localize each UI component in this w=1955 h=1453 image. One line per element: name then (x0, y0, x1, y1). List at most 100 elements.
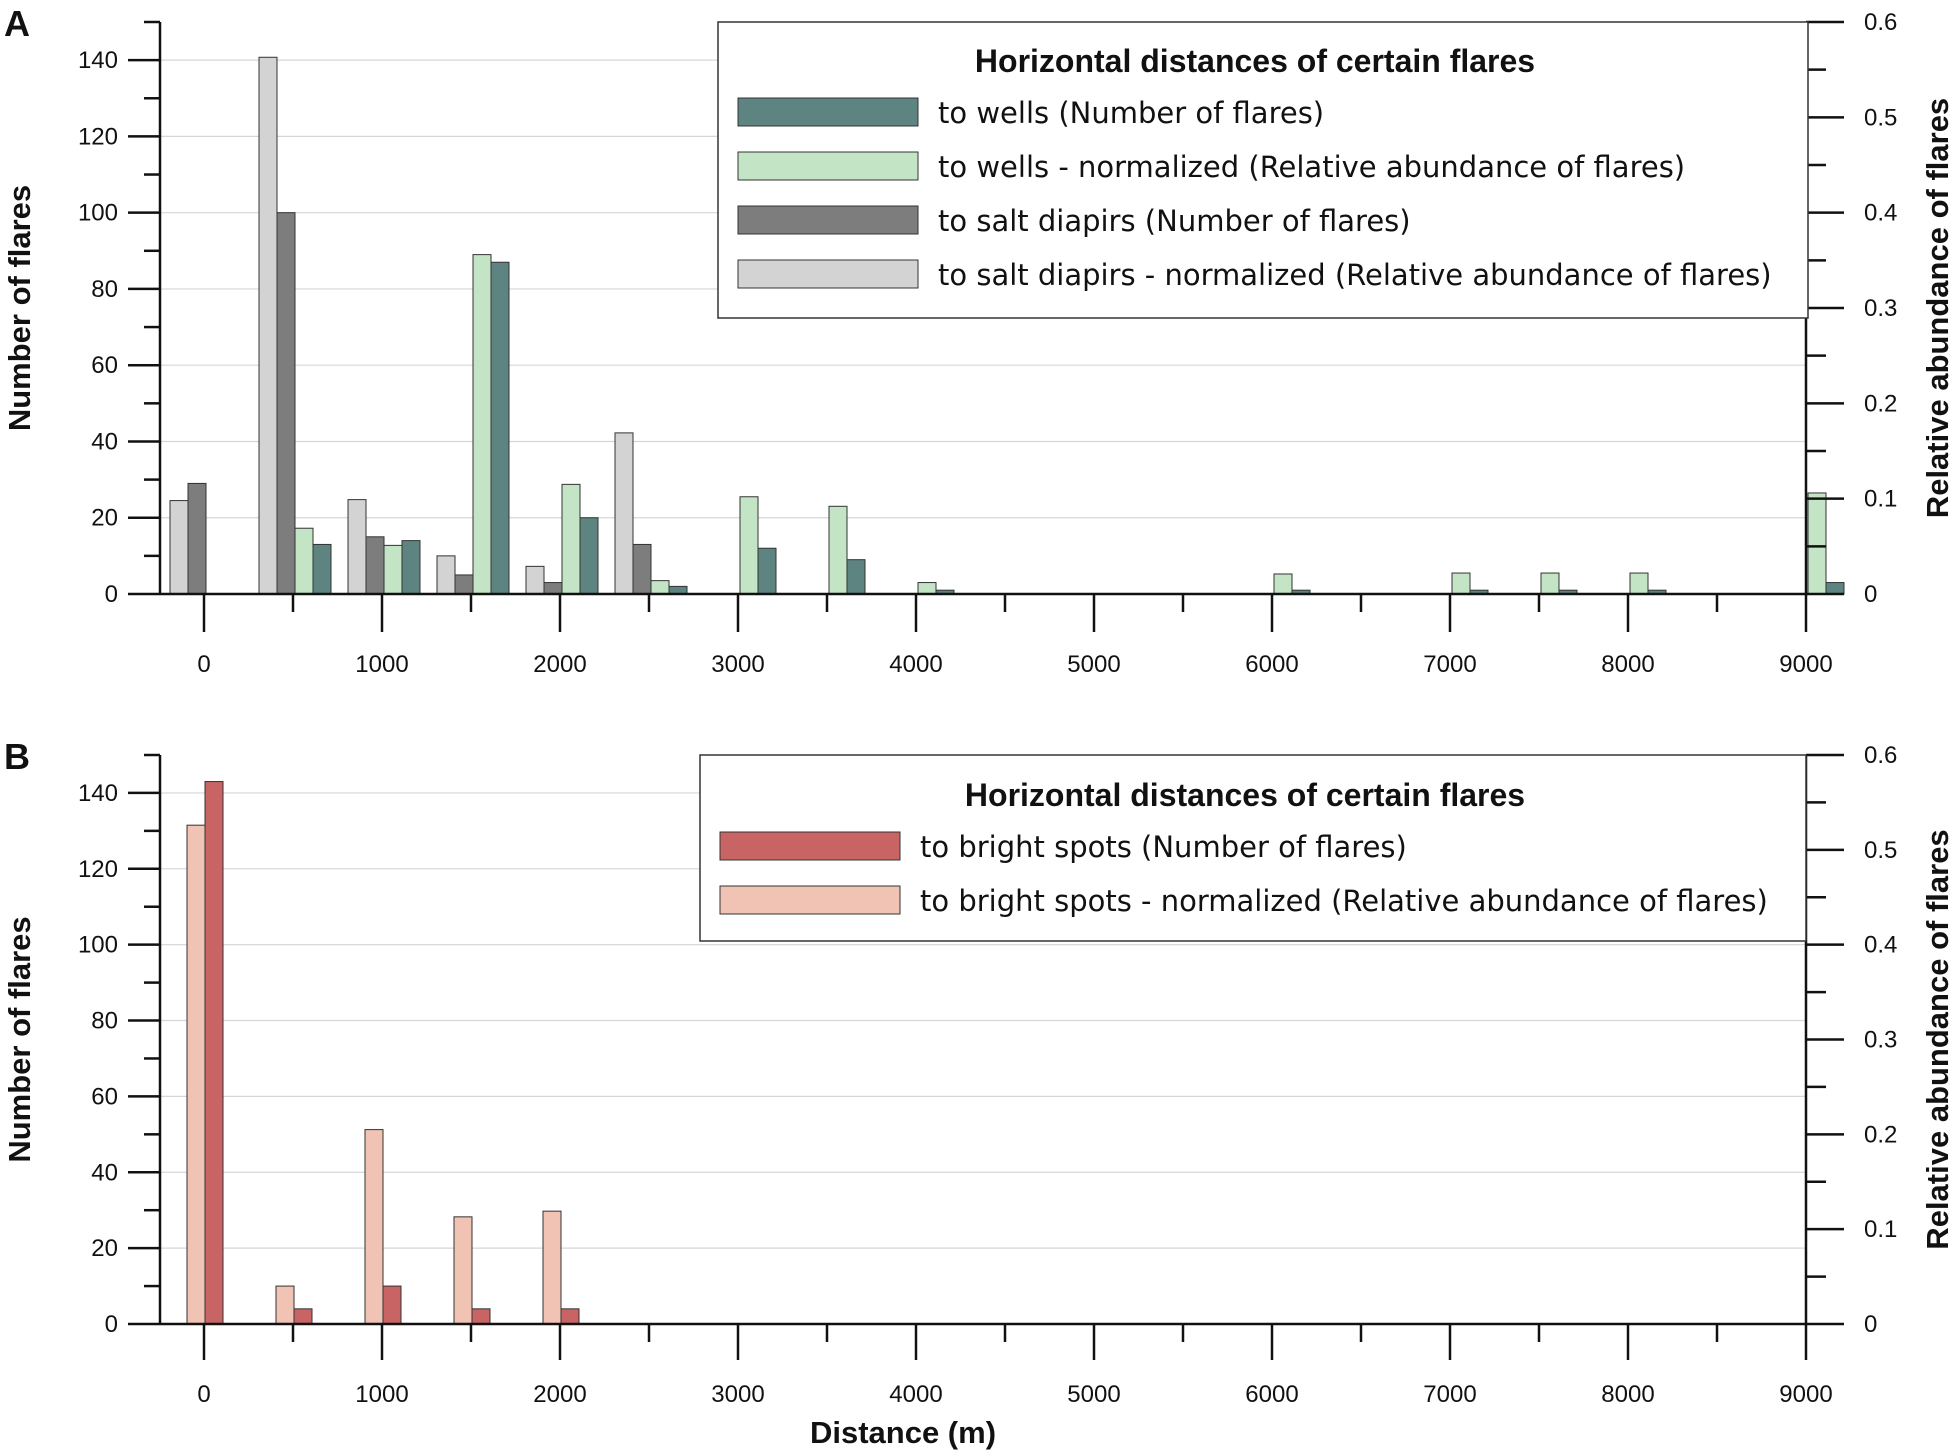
x-tick-label: 5000 (1067, 651, 1120, 678)
bar-salt (632, 543, 652, 595)
y-tick-label-left: 40 (91, 1159, 118, 1186)
y-tick-label-left: 80 (91, 1008, 118, 1035)
legend-title: Horizontal distances of certain flares (965, 777, 1525, 813)
legend-swatch-wells (737, 97, 919, 127)
x-tick-label: 9000 (1779, 651, 1832, 678)
bar-wells (401, 540, 421, 595)
y-tick-label-right: 0.1 (1864, 486, 1897, 513)
y-tick-label-right: 0 (1864, 1311, 1877, 1338)
x-tick-label: 0 (197, 651, 210, 678)
bar-wells_norm (472, 254, 492, 595)
x-tick-label: 3000 (711, 1381, 764, 1408)
bar-wells_norm (1540, 572, 1560, 595)
legend-swatch-bright (719, 831, 901, 861)
bar-wells_norm (1629, 572, 1649, 595)
bar-salt (187, 482, 207, 595)
legend-label-salt_norm: to salt diapirs - normalized (Relative a… (938, 258, 1772, 292)
chart-panel-b: 0 20 40 60 80 100 120 140 0 0.1 0.2 0.3 0.4 0.5 0.6 0 10… (2, 736, 1955, 1450)
bar-salt (276, 212, 296, 595)
bar-salt_norm (436, 555, 456, 595)
x-axis-title: Distance (m) (810, 1415, 996, 1450)
bar-bright_norm (542, 1210, 562, 1325)
y-tick-label-left: 20 (91, 1235, 118, 1262)
bar-wells_norm (1451, 572, 1471, 595)
y-tick-label-left: 0 (105, 1311, 118, 1338)
y-tick-label-right: 0.2 (1864, 1121, 1897, 1148)
bar-salt (454, 574, 474, 595)
x-tick-label: 8000 (1601, 1381, 1654, 1408)
bar-salt_norm (169, 500, 189, 595)
y-tick-label-left: 120 (78, 123, 118, 150)
y-tick-label-left: 60 (91, 352, 118, 379)
bar-salt (543, 582, 563, 595)
y-tick-label-left: 0 (105, 581, 118, 608)
x-tick-label: 6000 (1245, 1381, 1298, 1408)
bar-wells (1825, 582, 1845, 595)
panel-label: B (4, 736, 30, 777)
legend-label-salt: to salt diapirs (Number of flares) (938, 204, 1411, 238)
legend-label-wells_norm: to wells - normalized (Relative abundanc… (938, 150, 1685, 184)
x-tick-label: 5000 (1067, 1381, 1120, 1408)
bar-bright_norm (364, 1129, 384, 1325)
y-tick-label-right: 0.4 (1864, 932, 1897, 959)
y-tick-label-right: 0.3 (1864, 1027, 1897, 1054)
legend-swatch-salt_norm (737, 259, 919, 289)
bar-salt_norm (614, 432, 634, 595)
bar-bright (471, 1308, 491, 1325)
y-tick-label-right: 0.3 (1864, 295, 1897, 322)
x-tick-label: 7000 (1423, 1381, 1476, 1408)
y-axis-title-right: Relative abundance of flares (1920, 98, 1955, 518)
bar-bright (560, 1308, 580, 1325)
legend-swatch-salt (737, 205, 919, 235)
y-tick-label-left: 40 (91, 428, 118, 455)
x-tick-label: 7000 (1423, 651, 1476, 678)
x-tick-label: 2000 (533, 651, 586, 678)
bar-salt_norm (258, 56, 278, 595)
y-tick-label-left: 20 (91, 505, 118, 532)
bar-bright_norm (275, 1285, 295, 1325)
y-axis-title-left: Number of flares (2, 916, 37, 1162)
y-axis-title-right: Relative abundance of flares (1920, 829, 1955, 1249)
legend: Horizontal distances of certain flares to… (699, 754, 1807, 942)
legend: Horizontal distances of certain flares to… (717, 21, 1809, 319)
legend-label-bright_norm: to bright spots - normalized (Relative a… (920, 884, 1768, 918)
bar-wells_norm (294, 527, 314, 595)
bar-wells_norm (917, 582, 937, 595)
y-tick-label-left: 140 (78, 47, 118, 74)
y-tick-label-left: 140 (78, 780, 118, 807)
bar-wells_norm (1273, 573, 1293, 595)
x-tick-label: 9000 (1779, 1381, 1832, 1408)
y-tick-label-right: 0.6 (1864, 742, 1897, 769)
bar-bright_norm (186, 824, 206, 1325)
x-tick-label: 0 (197, 1381, 210, 1408)
bar-wells_norm (1807, 492, 1827, 595)
y-tick-label-left: 80 (91, 276, 118, 303)
bar-wells_norm (561, 483, 581, 595)
y-tick-label-right: 0.2 (1864, 390, 1897, 417)
x-tick-label: 2000 (533, 1381, 586, 1408)
x-tick-label: 1000 (355, 1381, 408, 1408)
bar-salt_norm (525, 565, 545, 595)
bar-salt_norm (347, 499, 367, 595)
y-axis-title-left: Number of flares (2, 185, 37, 431)
legend-title: Horizontal distances of certain flares (975, 43, 1535, 79)
bar-wells_norm (828, 505, 848, 595)
bar-salt (365, 536, 385, 595)
y-tick-label-right: 0.6 (1864, 9, 1897, 36)
y-tick-label-right: 0 (1864, 581, 1877, 608)
x-tick-label: 8000 (1601, 651, 1654, 678)
bar-wells_norm (739, 496, 759, 595)
chart-panel-a: 0 20 40 60 80 100 120 140 0 0.1 0.2 0.3 0.4 0.5 0.6 0 10… (2, 3, 1955, 678)
panel-label: A (4, 3, 30, 44)
y-tick-label-left: 100 (78, 200, 118, 227)
y-tick-label-right: 0.4 (1864, 200, 1897, 227)
bar-wells (579, 517, 599, 595)
bar-wells (490, 261, 510, 595)
bar-wells_norm (383, 544, 403, 595)
x-tick-label: 6000 (1245, 651, 1298, 678)
y-tick-label-left: 100 (78, 932, 118, 959)
bar-bright (382, 1285, 402, 1325)
y-tick-label-right: 0.1 (1864, 1216, 1897, 1243)
legend-label-wells: to wells (Number of flares) (938, 96, 1324, 130)
